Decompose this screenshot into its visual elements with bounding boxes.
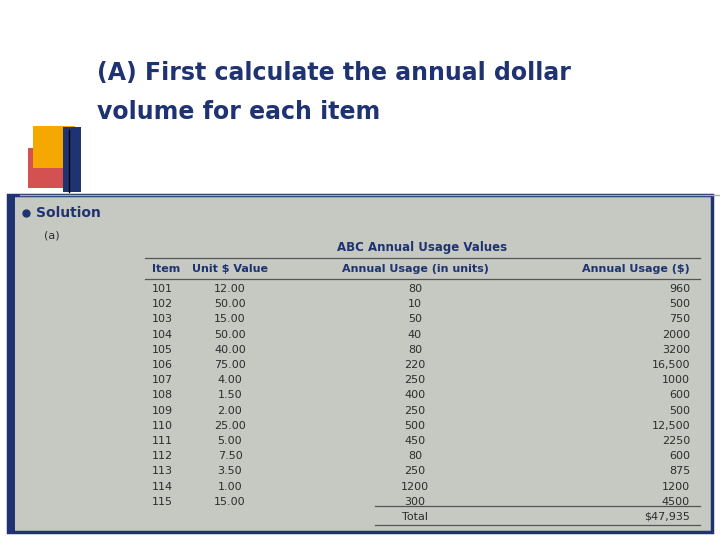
Text: 10: 10 xyxy=(408,299,422,309)
Text: 80: 80 xyxy=(408,284,422,294)
Text: 108: 108 xyxy=(152,390,173,400)
Text: 1200: 1200 xyxy=(401,482,429,491)
Text: Total: Total xyxy=(402,512,428,522)
Text: 15.00: 15.00 xyxy=(214,497,246,507)
Text: 111: 111 xyxy=(152,436,173,446)
Text: 16,500: 16,500 xyxy=(652,360,690,370)
Text: Annual Usage ($): Annual Usage ($) xyxy=(582,264,690,274)
Text: Item: Item xyxy=(152,264,180,274)
Text: 107: 107 xyxy=(152,375,173,385)
Text: 3.50: 3.50 xyxy=(217,467,243,476)
Text: 500: 500 xyxy=(669,406,690,416)
Text: 113: 113 xyxy=(152,467,173,476)
Text: ABC Annual Usage Values: ABC Annual Usage Values xyxy=(338,240,508,253)
Text: Annual Usage (in units): Annual Usage (in units) xyxy=(341,264,488,274)
Text: 250: 250 xyxy=(405,375,426,385)
Text: 12.00: 12.00 xyxy=(214,284,246,294)
Text: 250: 250 xyxy=(405,406,426,416)
Text: 450: 450 xyxy=(405,436,426,446)
Text: 40.00: 40.00 xyxy=(214,345,246,355)
Text: 15.00: 15.00 xyxy=(214,314,246,325)
Text: 300: 300 xyxy=(405,497,426,507)
FancyBboxPatch shape xyxy=(63,127,81,192)
Text: 7.50: 7.50 xyxy=(217,451,243,461)
Text: 4500: 4500 xyxy=(662,497,690,507)
Text: 250: 250 xyxy=(405,467,426,476)
Text: 75.00: 75.00 xyxy=(214,360,246,370)
Text: 600: 600 xyxy=(669,451,690,461)
Text: 1.50: 1.50 xyxy=(217,390,243,400)
Text: 1000: 1000 xyxy=(662,375,690,385)
Text: 5.00: 5.00 xyxy=(217,436,243,446)
Text: 220: 220 xyxy=(405,360,426,370)
Text: (A) First calculate the annual dollar: (A) First calculate the annual dollar xyxy=(97,61,571,85)
FancyBboxPatch shape xyxy=(8,195,712,532)
Text: 101: 101 xyxy=(152,284,173,294)
FancyBboxPatch shape xyxy=(28,148,74,188)
Text: 112: 112 xyxy=(152,451,173,461)
Text: 80: 80 xyxy=(408,345,422,355)
Text: 2250: 2250 xyxy=(662,436,690,446)
Text: 80: 80 xyxy=(408,451,422,461)
Text: 875: 875 xyxy=(669,467,690,476)
Text: 102: 102 xyxy=(152,299,173,309)
Text: 750: 750 xyxy=(669,314,690,325)
Text: 50.00: 50.00 xyxy=(214,299,246,309)
Text: 109: 109 xyxy=(152,406,173,416)
Text: 50.00: 50.00 xyxy=(214,329,246,340)
Text: 40: 40 xyxy=(408,329,422,340)
Text: 400: 400 xyxy=(405,390,426,400)
Text: 4.00: 4.00 xyxy=(217,375,243,385)
Text: 1200: 1200 xyxy=(662,482,690,491)
Text: 2.00: 2.00 xyxy=(217,406,243,416)
Text: Solution: Solution xyxy=(36,206,101,220)
Text: 105: 105 xyxy=(152,345,173,355)
Text: 50: 50 xyxy=(408,314,422,325)
Text: 106: 106 xyxy=(152,360,173,370)
Text: 114: 114 xyxy=(152,482,173,491)
Text: 1.00: 1.00 xyxy=(217,482,243,491)
Text: 103: 103 xyxy=(152,314,173,325)
Text: 25.00: 25.00 xyxy=(214,421,246,431)
Text: 115: 115 xyxy=(152,497,173,507)
Text: 500: 500 xyxy=(405,421,426,431)
Text: volume for each item: volume for each item xyxy=(97,100,380,124)
Text: 500: 500 xyxy=(669,299,690,309)
Text: (a): (a) xyxy=(44,230,60,240)
Text: Unit $ Value: Unit $ Value xyxy=(192,264,268,274)
Text: 600: 600 xyxy=(669,390,690,400)
Text: 12,500: 12,500 xyxy=(652,421,690,431)
Text: 2000: 2000 xyxy=(662,329,690,340)
Text: 104: 104 xyxy=(152,329,173,340)
Text: 960: 960 xyxy=(669,284,690,294)
Text: 110: 110 xyxy=(152,421,173,431)
FancyBboxPatch shape xyxy=(33,126,75,168)
Text: 3200: 3200 xyxy=(662,345,690,355)
Text: $47,935: $47,935 xyxy=(644,512,690,522)
FancyBboxPatch shape xyxy=(8,195,15,532)
